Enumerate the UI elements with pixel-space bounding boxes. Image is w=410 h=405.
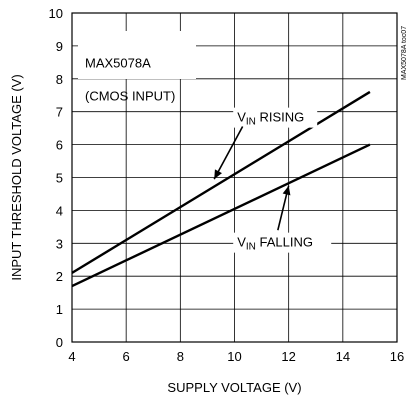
x-axis-label: SUPPLY VOLTAGE (V) — [167, 380, 301, 395]
plot-frame — [71, 12, 398, 343]
y-tick-label: 7 — [56, 105, 63, 120]
series-lines — [71, 90, 371, 288]
rising-series-label: VIN RISING — [237, 110, 304, 128]
x-tick-label: 8 — [177, 349, 184, 364]
figure-code: MAX5078A toc07 — [401, 26, 408, 80]
falling-label-bg — [233, 232, 332, 253]
rising-text: RISING — [256, 110, 304, 125]
y-tick-label: 8 — [56, 72, 63, 87]
rising-label-bg — [233, 107, 318, 128]
x-tick-label: 12 — [281, 349, 295, 364]
x-tick-label: 10 — [227, 349, 241, 364]
x-tick-label: 14 — [336, 349, 350, 364]
label-arrows — [213, 126, 291, 231]
falling-series-label: VIN FALLING — [237, 235, 313, 253]
rising-arrow-head — [214, 169, 222, 180]
y-tick-label: 5 — [56, 171, 63, 186]
y-tick-label: 6 — [56, 138, 63, 153]
y-tick-label: 0 — [56, 335, 63, 350]
series-line-falling — [71, 143, 371, 288]
falling-text: FALLING — [256, 235, 313, 250]
y-tick-label: 3 — [56, 236, 63, 251]
rising-subscript: IN — [246, 117, 256, 128]
x-tick-label: 6 — [123, 349, 130, 364]
y-tick-label: 1 — [56, 302, 63, 317]
falling-v: V — [237, 235, 246, 250]
input-type-label: (CMOS INPUT) — [85, 88, 175, 103]
rising-v: V — [237, 110, 246, 125]
falling-arrow-head — [282, 185, 291, 196]
y-tick-label: 2 — [56, 269, 63, 284]
annotation-box — [78, 31, 196, 79]
x-tick-label: 16 — [390, 349, 404, 364]
rising-arrow-shaft — [213, 126, 244, 180]
series-line-rising — [71, 90, 371, 274]
x-tick-labels: 4 6 8 10 12 14 16 — [68, 349, 404, 364]
device-label: MAX5078A — [85, 55, 151, 70]
falling-subscript: IN — [246, 242, 256, 253]
y-axis-label: INPUT THRESHOLD VOLTAGE (V) — [9, 74, 24, 280]
y-tick-label: 4 — [56, 203, 63, 218]
x-tick-label: 4 — [68, 349, 75, 364]
y-tick-labels: 0 1 2 3 4 5 6 7 8 9 10 — [49, 6, 63, 350]
y-tick-label: 9 — [56, 39, 63, 54]
y-tick-label: 10 — [49, 6, 63, 21]
